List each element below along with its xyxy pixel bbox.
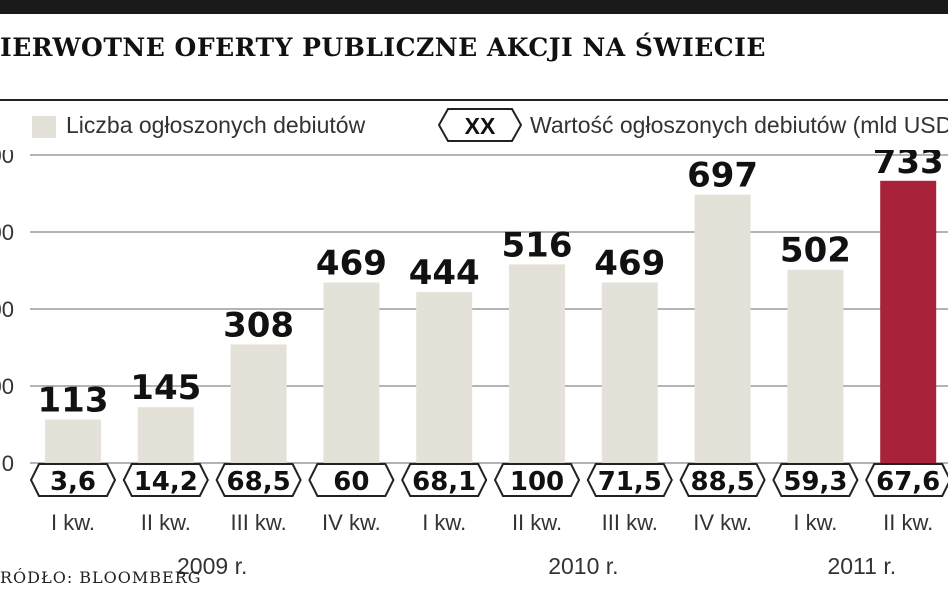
source-note: RÓDŁO: BLOOMBERG bbox=[0, 568, 202, 587]
x-tick-label: II kw. bbox=[512, 510, 562, 535]
bar-value-label: 697 bbox=[687, 156, 758, 196]
x-tick-label: I kw. bbox=[793, 510, 837, 535]
bar-value-label: 469 bbox=[316, 243, 387, 283]
value-hexagon-label: 59,3 bbox=[783, 467, 847, 497]
value-hexagon bbox=[772, 463, 859, 497]
bar bbox=[509, 264, 565, 463]
value-hexagon-label: 14,2 bbox=[134, 467, 198, 497]
bar bbox=[601, 282, 658, 463]
y-tick-label: 00 bbox=[0, 374, 14, 399]
value-hexagon bbox=[493, 463, 581, 497]
x-tick-label: II kw. bbox=[883, 510, 933, 535]
year-group-label: 2009 r. bbox=[177, 553, 247, 579]
bar-value-label: 444 bbox=[409, 253, 480, 293]
bar-value-label: 113 bbox=[38, 380, 109, 420]
legend: Liczba ogłoszonych debiutów XX Wartość o… bbox=[0, 104, 948, 146]
y-tick-label: 00 bbox=[0, 150, 14, 168]
bar bbox=[880, 180, 937, 464]
value-hexagon bbox=[679, 463, 766, 497]
year-group-label: 2010 r. bbox=[548, 553, 618, 579]
bar bbox=[230, 344, 287, 463]
bar-value-label: 733 bbox=[873, 150, 944, 182]
chart-title: IERWOTNE OFERTY PUBLICZNE AKCJI NA ŚWIEC… bbox=[0, 33, 766, 62]
legend-symbol: XX bbox=[465, 113, 496, 139]
y-tick-label: 00 bbox=[0, 297, 14, 322]
value-hexagon bbox=[122, 463, 209, 497]
bar bbox=[137, 407, 194, 463]
top-bar bbox=[0, 0, 948, 14]
value-hexagon bbox=[865, 463, 948, 497]
value-hexagon-label: 71,5 bbox=[598, 467, 662, 497]
value-hexagon bbox=[308, 463, 395, 497]
legend-label-value: Wartość ogłoszonych debiutów (mld USD bbox=[530, 112, 948, 138]
value-hexagon-label: 68,5 bbox=[227, 467, 291, 497]
bar bbox=[416, 292, 473, 463]
x-tick-label: IV kw. bbox=[693, 510, 752, 535]
x-tick-label: II kw. bbox=[141, 510, 191, 535]
bar bbox=[787, 269, 844, 463]
bar-value-label: 469 bbox=[594, 243, 665, 283]
bar bbox=[45, 419, 101, 463]
value-hexagon bbox=[215, 463, 302, 497]
x-tick-label: I kw. bbox=[422, 510, 466, 535]
bar-value-label: 308 bbox=[223, 305, 294, 345]
value-hexagon-label: 100 bbox=[510, 467, 564, 497]
x-tick-label: I kw. bbox=[51, 510, 95, 535]
value-hexagon-label: 60 bbox=[333, 467, 369, 497]
y-tick-label: 0 bbox=[2, 451, 14, 476]
value-hexagon-label: 67,6 bbox=[876, 467, 940, 497]
title-rule bbox=[0, 99, 948, 101]
value-hexagon-label: 68,1 bbox=[412, 467, 476, 497]
value-hexagon bbox=[29, 463, 117, 497]
y-tick-label: 00 bbox=[0, 220, 14, 245]
x-tick-label: III kw. bbox=[602, 510, 658, 535]
legend-hexagon-icon: XX bbox=[438, 108, 522, 142]
value-hexagon bbox=[586, 463, 673, 497]
bar bbox=[694, 194, 751, 463]
value-hexagon bbox=[401, 463, 488, 497]
legend-label-count: Liczba ogłoszonych debiutów bbox=[66, 112, 366, 138]
bar-value-label: 516 bbox=[502, 225, 573, 265]
value-hexagon-label: 3,6 bbox=[50, 467, 96, 497]
legend-swatch-count bbox=[32, 116, 56, 138]
bar bbox=[323, 282, 380, 463]
bar-value-label: 502 bbox=[780, 231, 851, 271]
x-tick-label: III kw. bbox=[230, 510, 286, 535]
value-hexagon-label: 88,5 bbox=[691, 467, 755, 497]
year-group-label: 2011 r. bbox=[827, 553, 896, 579]
bar-value-label: 145 bbox=[130, 368, 201, 408]
x-tick-label: IV kw. bbox=[322, 510, 381, 535]
